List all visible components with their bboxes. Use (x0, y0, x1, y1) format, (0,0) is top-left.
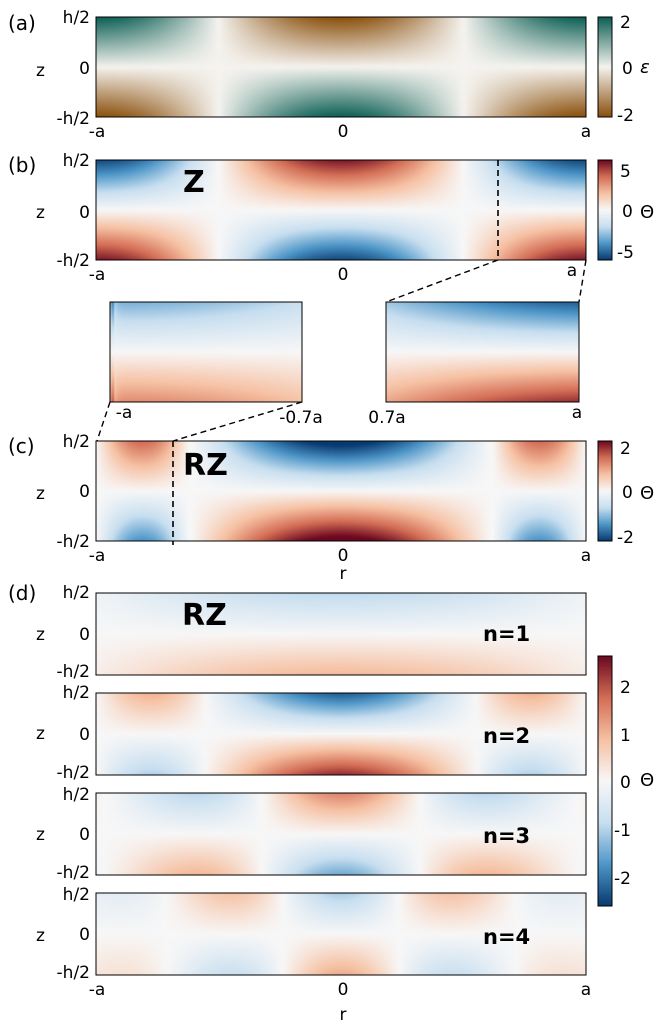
panel-c-xlabel: r (340, 564, 347, 584)
panel-a-ytick-mid: 0 (79, 59, 90, 79)
panel-c-ytick-top: h/2 (63, 432, 90, 452)
panel-b-xtick-left: -a (89, 265, 106, 285)
mode-4-heatmap (96, 893, 586, 975)
inset-left-xtick-right: -0.7a (279, 408, 323, 428)
panel-a-cb-tick-top: 2 (620, 13, 631, 33)
mode-3-label: n=3 (483, 824, 530, 848)
panel-a-ytick-top: h/2 (63, 8, 90, 28)
panel-d-xtick-left: -a (89, 980, 106, 1000)
panel-a-xtick-left: -a (89, 122, 106, 142)
panel-b: (b) h/2 0 -h/2 z Z -a 0 a 5 0 -5 Θ -a -0… (8, 151, 654, 428)
d4-ytick-mid: 0 (79, 925, 90, 945)
inset-right-xtick-left: 0.7a (368, 408, 405, 428)
zoom-connector (96, 401, 111, 442)
panel-c-cb-label: Θ (640, 483, 654, 504)
zoom-connector (172, 401, 303, 442)
d2-zlabel: z (36, 724, 45, 744)
d3-ytick-top: h/2 (63, 785, 90, 805)
d1-zlabel: z (36, 625, 45, 645)
panel-d-cb-tick-m2: -2 (614, 869, 631, 889)
panel-a-heatmap (96, 17, 586, 117)
panel-d-xtick-right: a (581, 980, 591, 1000)
panel-c-colorbar (598, 441, 612, 541)
panel-a-zlabel: z (36, 61, 45, 81)
mode-1-heatmap (96, 593, 586, 675)
panel-a-cb-label: ε (640, 57, 650, 78)
panel-d-colorbar (598, 656, 612, 906)
panel-c-xtick-left: -a (89, 546, 106, 566)
panel-a: (a) h/2 0 -h/2 z -a 0 a 2 0 -2 ε (8, 8, 650, 142)
panel-c-xtick-mid: 0 (338, 546, 349, 566)
inset-left-xtick-left: -a (116, 403, 133, 423)
inset-right-xtick-right: a (572, 403, 582, 423)
panel-a-cb-tick-bottom: -2 (617, 106, 634, 126)
panel-b-zlabel: z (36, 203, 45, 223)
d4-zlabel: z (36, 926, 45, 946)
d3-zlabel: z (36, 825, 45, 845)
d4-ytick-bottom: -h/2 (57, 963, 90, 983)
zoom-connector (385, 259, 499, 303)
panel-b-cb-tick-top: 5 (620, 162, 631, 182)
panel-d-cb-tick-0: 0 (620, 773, 631, 793)
panel-b-heatmap (96, 160, 586, 260)
d1-ytick-top: h/2 (63, 583, 90, 603)
panel-c-label: (c) (8, 434, 35, 458)
panel-c: (c) h/2 0 -h/2 z RZ -a 0 a r 2 0 -2 Θ (8, 401, 654, 584)
d2-ytick-mid: 0 (79, 725, 90, 745)
panel-d-label: (d) (8, 581, 36, 605)
panel-a-colorbar (598, 17, 612, 117)
panel-d-xlabel: r (340, 1005, 347, 1025)
panel-c-tag: RZ (183, 448, 228, 483)
panel-a-cb-tick-mid: 0 (622, 59, 633, 79)
mode-2-heatmap (96, 693, 586, 775)
mode-4-label: n=4 (483, 925, 530, 949)
panel-a-label: (a) (8, 11, 36, 35)
mode-2-label: n=2 (483, 724, 530, 748)
panel-d-cb-tick-2: 2 (620, 678, 631, 698)
panel-b-ytick-top: h/2 (63, 151, 90, 171)
zoom-connector (578, 259, 587, 303)
panel-b-label: (b) (8, 153, 36, 177)
panel-b-cb-tick-bottom: -5 (617, 243, 634, 263)
panel-d: (d) h/2 0 -h/2 z RZ n=1 h/2 0 -h/2 z n=2… (8, 581, 654, 1025)
panel-c-cb-tick-bottom: -2 (617, 528, 634, 548)
d1-ytick-bottom: -h/2 (57, 662, 90, 682)
panel-b-colorbar (598, 160, 612, 260)
d4-ytick-top: h/2 (63, 885, 90, 905)
mode-3-heatmap (96, 793, 586, 875)
panel-a-xtick-mid: 0 (338, 122, 349, 142)
panel-d-cb-tick-1: 1 (620, 726, 631, 746)
panel-c-ytick-bottom: -h/2 (57, 532, 90, 552)
panel-d-cb-tick-m1: -1 (614, 821, 631, 841)
d2-ytick-bottom: -h/2 (57, 763, 90, 783)
panel-d-xtick-mid: 0 (338, 980, 349, 1000)
inset-left-heatmap (110, 302, 302, 402)
panel-b-xtick-mid: 0 (338, 265, 349, 285)
mode-1-label: n=1 (483, 622, 530, 646)
panel-c-xtick-right: a (581, 546, 591, 566)
panel-a-xtick-right: a (581, 122, 591, 142)
d2-ytick-top: h/2 (63, 683, 90, 703)
panel-b-ytick-mid: 0 (79, 203, 90, 223)
panel-c-ytick-mid: 0 (79, 482, 90, 502)
panel-b-cb-label: Θ (640, 202, 654, 223)
panel-b-xtick-right: a (567, 261, 577, 281)
panel-b-cb-tick-mid: 0 (622, 202, 633, 222)
panel-d-cb-label: Θ (640, 770, 654, 791)
panel-c-zlabel: z (36, 484, 45, 504)
d1-ytick-mid: 0 (79, 625, 90, 645)
panel-c-heatmap (96, 441, 586, 541)
panel-d-tag: RZ (182, 598, 227, 633)
panel-c-cb-tick-top: 2 (620, 439, 631, 459)
d3-ytick-mid: 0 (79, 825, 90, 845)
panel-b-ytick-bottom: -h/2 (57, 251, 90, 271)
panel-a-ytick-bottom: -h/2 (57, 109, 90, 129)
d3-ytick-bottom: -h/2 (57, 863, 90, 883)
panel-b-tag: Z (183, 165, 205, 200)
panel-c-cb-tick-mid: 0 (622, 483, 633, 503)
inset-right-heatmap (386, 302, 579, 402)
